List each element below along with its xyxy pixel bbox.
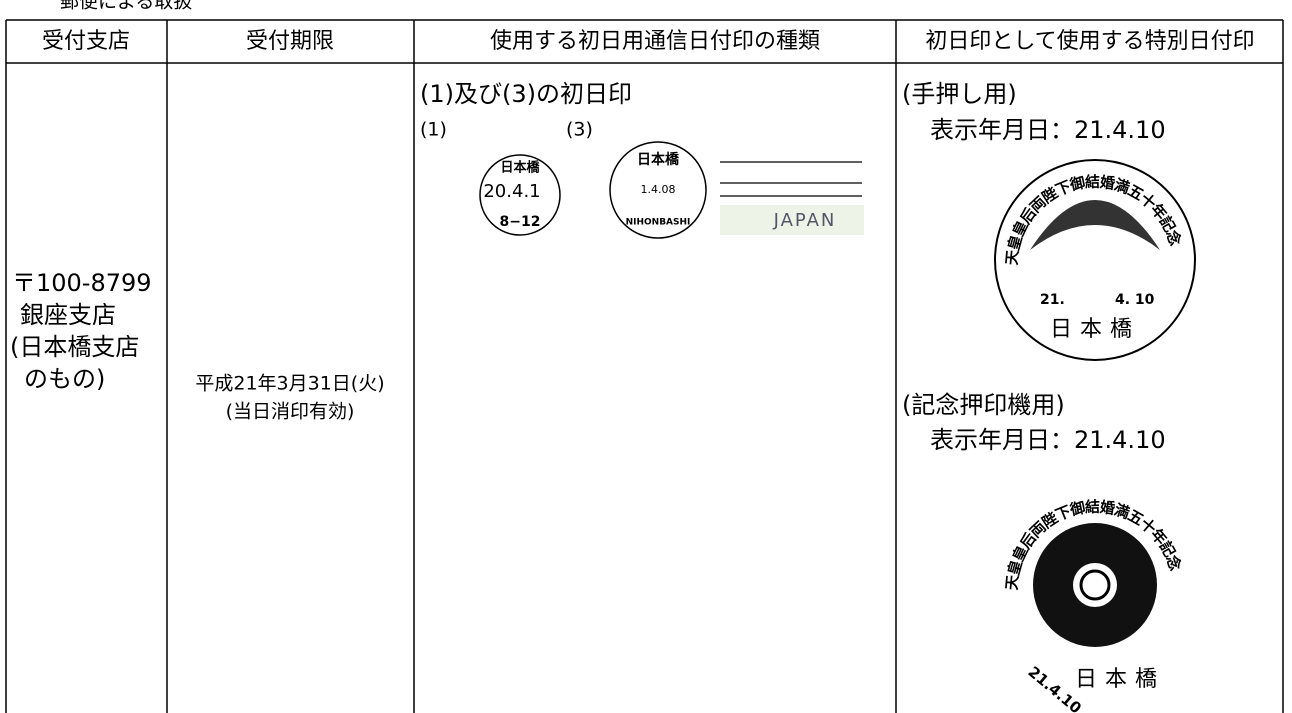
stamp-1: 日本橋 20.4.1 8−12: [479, 154, 561, 236]
stamp-text: 4. 10: [1115, 292, 1155, 308]
types-title: (1)及び(3)の初日印: [420, 80, 632, 108]
machine-text: JAPAN: [773, 210, 837, 231]
deadline-line: 平成21年3月31日(火): [195, 373, 384, 395]
branch-line: (日本橋支店: [10, 333, 139, 361]
header-cell: 初日印として使用する特別日付印: [925, 29, 1254, 54]
stamp-text: 21.: [1040, 292, 1065, 308]
stamp-label: (3): [566, 119, 593, 141]
stamp-text: 20.4.1: [483, 181, 540, 202]
hand-label: (手押し用): [902, 80, 1017, 108]
stamp-text: 日本橋: [1050, 317, 1140, 342]
header-cell: 使用する初日用通信日付印の種類: [490, 29, 820, 54]
header-cell: 受付期限: [246, 29, 334, 54]
stamp-label: (1): [420, 119, 447, 141]
machine-label: (記念押印機用): [902, 391, 1065, 419]
header-cell: 受付支店: [42, 29, 130, 54]
stamp-text: 1.4.08: [641, 183, 676, 196]
branch-line: 〒100-8799: [12, 269, 152, 297]
stamp-text: 日本橋: [637, 151, 680, 168]
table-grid: [5, 19, 1284, 713]
heading: 郵便による取扱: [60, 0, 192, 13]
deadline-line: (当日消印有効): [226, 401, 355, 423]
stamp-text: NIHONBASHI: [626, 218, 691, 228]
branch-line: 銀座支店: [20, 301, 116, 329]
machine-lines: [720, 161, 862, 197]
hand-date: 表示年月日：21.4.10: [930, 116, 1166, 144]
stamp-3: 日本橋 1.4.08 NIHONBASHI: [609, 141, 707, 239]
machine-stamp: 天皇皇后両陛下御結婚満五十年記念 21.4.10 日本橋: [1002, 497, 1185, 713]
machine-date: 表示年月日：21.4.10: [930, 426, 1166, 454]
hand-stamp: 天皇皇后両陛下御結婚満五十年記念 21. 4. 10 日本橋: [994, 159, 1196, 361]
stamp-text: 8−12: [500, 214, 541, 230]
stamp-text: 日本橋: [500, 160, 540, 176]
branch-line: のもの): [24, 365, 105, 393]
stamp-text: 日本橋: [1075, 667, 1165, 692]
machine-box: [720, 205, 864, 235]
